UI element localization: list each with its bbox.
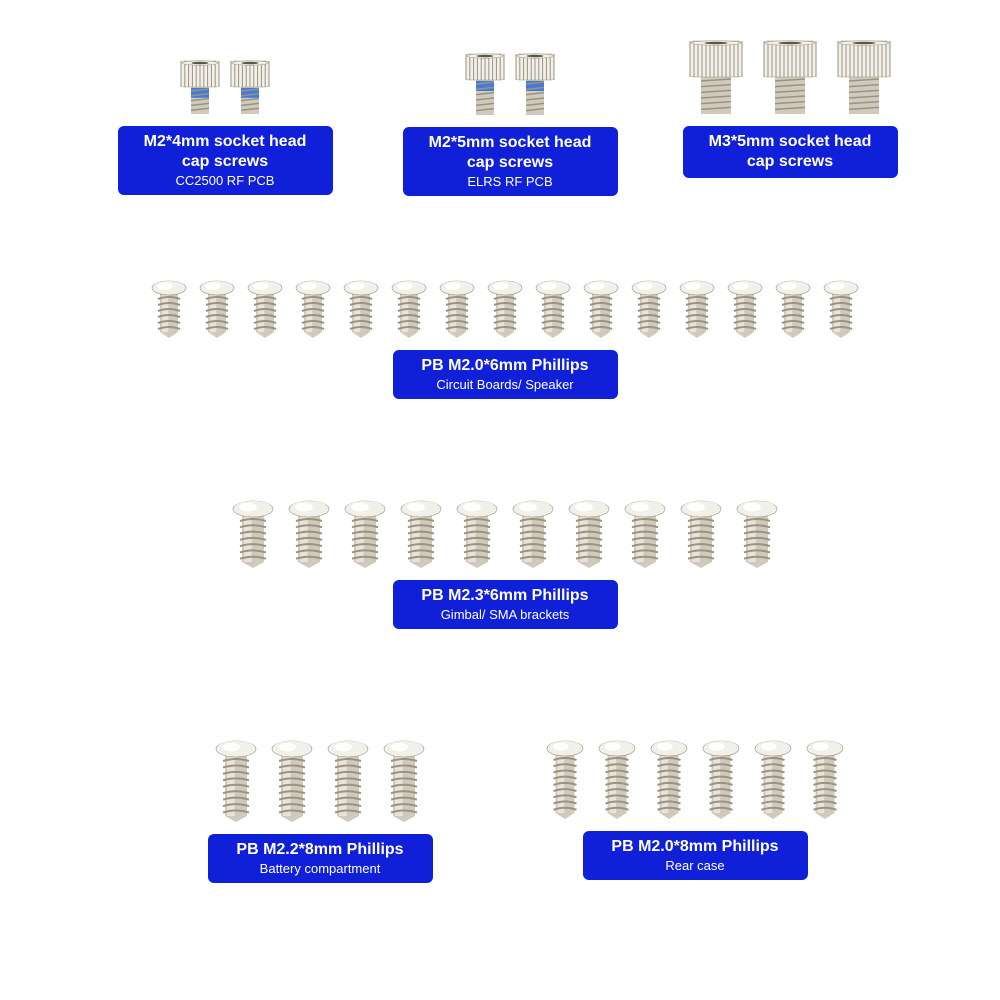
label-title: PB M2.0*8mm Phillips [597, 837, 794, 857]
socket-screw-icon [229, 60, 271, 116]
phillips-screw-icon [805, 740, 845, 821]
socket-screw-icon [762, 40, 818, 116]
screws-row [230, 500, 780, 570]
label-title: PB M2.3*6mm Phillips [407, 586, 604, 606]
screws-row [155, 280, 855, 340]
label-subtitle: Rear case [597, 858, 794, 874]
phillips-screw-icon [753, 740, 793, 821]
screws-row [180, 740, 460, 824]
label-subtitle: Battery compartment [222, 861, 419, 877]
label-title-line2: cap screws [697, 152, 884, 172]
screw-group-m3x5-socket: M3*5mm socket headcap screws [640, 40, 940, 178]
phillips-screw-icon [567, 500, 611, 570]
phillips-screw-icon [597, 740, 637, 821]
label-box: PB M2.2*8mm PhillipsBattery compartment [208, 834, 433, 883]
screw-group-pb-m2.0x8: PB M2.0*8mm PhillipsRear case [530, 740, 860, 880]
phillips-screw-icon [511, 500, 555, 570]
phillips-screw-icon [623, 500, 667, 570]
phillips-screw-icon [287, 500, 331, 570]
label-subtitle: ELRS RF PCB [417, 174, 604, 190]
phillips-screw-icon [735, 500, 779, 570]
label-title: M2*4mm socket head [132, 132, 319, 152]
phillips-screw-icon [382, 740, 426, 824]
label-subtitle: Circuit Boards/ Speaker [407, 377, 604, 393]
phillips-screw-icon [679, 500, 723, 570]
phillips-screw-icon [678, 280, 716, 340]
label-box: PB M2.0*6mm PhillipsCircuit Boards/ Spea… [393, 350, 618, 399]
label-box: M2*5mm socket headcap screwsELRS RF PCB [403, 127, 618, 196]
phillips-screw-icon [150, 280, 188, 340]
screws-row [530, 740, 860, 821]
phillips-screw-icon [649, 740, 689, 821]
phillips-screw-icon [343, 500, 387, 570]
label-box: PB M2.0*8mm PhillipsRear case [583, 831, 808, 880]
socket-screw-icon [688, 40, 744, 116]
socket-screw-icon [179, 60, 221, 116]
socket-screw-icon [464, 53, 506, 117]
phillips-screw-icon [231, 500, 275, 570]
label-title: PB M2.2*8mm Phillips [222, 840, 419, 860]
screw-group-pb-m2.2x8: PB M2.2*8mm PhillipsBattery compartment [180, 740, 460, 883]
phillips-screw-icon [455, 500, 499, 570]
phillips-screw-icon [326, 740, 370, 824]
phillips-screw-icon [774, 280, 812, 340]
phillips-screw-icon [726, 280, 764, 340]
screws-row [95, 60, 355, 116]
phillips-screw-icon [270, 740, 314, 824]
phillips-screw-icon [198, 280, 236, 340]
screw-group-pb-m2.3x6: PB M2.3*6mm PhillipsGimbal/ SMA brackets [230, 500, 780, 629]
phillips-screw-icon [342, 280, 380, 340]
phillips-screw-icon [486, 280, 524, 340]
label-box: M3*5mm socket headcap screws [683, 126, 898, 178]
label-subtitle: Gimbal/ SMA brackets [407, 607, 604, 623]
phillips-screw-icon [294, 280, 332, 340]
label-subtitle: CC2500 RF PCB [132, 173, 319, 189]
label-title: PB M2.0*6mm Phillips [407, 356, 604, 376]
label-title-line2: cap screws [132, 152, 319, 172]
phillips-screw-icon [399, 500, 443, 570]
screws-row [380, 53, 640, 117]
phillips-screw-icon [390, 280, 428, 340]
phillips-screw-icon [534, 280, 572, 340]
screw-group-m2x5-socket: M2*5mm socket headcap screwsELRS RF PCB [380, 53, 640, 196]
phillips-screw-icon [822, 280, 860, 340]
label-box: M2*4mm socket headcap screwsCC2500 RF PC… [118, 126, 333, 195]
phillips-screw-icon [246, 280, 284, 340]
socket-screw-icon [514, 53, 556, 117]
phillips-screw-icon [214, 740, 258, 824]
label-title: M3*5mm socket head [697, 132, 884, 152]
phillips-screw-icon [438, 280, 476, 340]
phillips-screw-icon [630, 280, 668, 340]
label-box: PB M2.3*6mm PhillipsGimbal/ SMA brackets [393, 580, 618, 629]
socket-screw-icon [836, 40, 892, 116]
label-title: M2*5mm socket head [417, 133, 604, 153]
screw-group-m2x4-socket: M2*4mm socket headcap screwsCC2500 RF PC… [95, 60, 355, 195]
screws-row [640, 40, 940, 116]
screw-group-pb-m2.0x6: PB M2.0*6mm PhillipsCircuit Boards/ Spea… [155, 280, 855, 399]
label-title-line2: cap screws [417, 153, 604, 173]
phillips-screw-icon [701, 740, 741, 821]
phillips-screw-icon [582, 280, 620, 340]
phillips-screw-icon [545, 740, 585, 821]
